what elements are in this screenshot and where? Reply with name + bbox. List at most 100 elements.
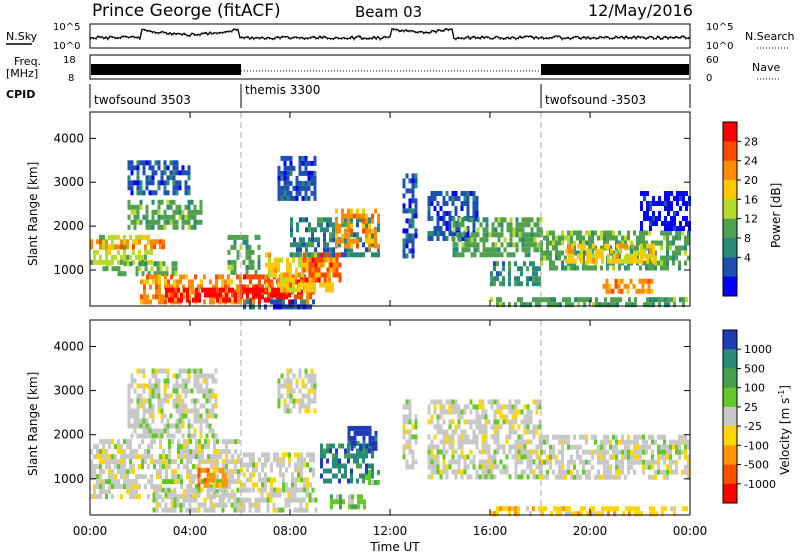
velocity-colorbar-swatch bbox=[723, 426, 737, 446]
velocity-region bbox=[365, 470, 380, 485]
power-region bbox=[602, 278, 654, 294]
freq-tick-top: 18 bbox=[63, 55, 76, 66]
power-region bbox=[490, 297, 688, 308]
velocity-region bbox=[330, 494, 366, 510]
nsearch-label: N.Search bbox=[745, 30, 795, 43]
power-data bbox=[90, 155, 691, 310]
velocity-region bbox=[540, 434, 690, 480]
power-colorbar-tick: 4 bbox=[744, 251, 751, 264]
velocity-region bbox=[152, 487, 318, 513]
freq-panel: Freq. [MHz] 18 8 60 0 Nave bbox=[6, 54, 780, 84]
velocity-colorbar-tick: 25 bbox=[744, 401, 758, 414]
power-colorbar-swatch bbox=[723, 141, 737, 162]
x-axis-ticks: 00:00 04:00 08:00 12:00 16:00 20:00 00:00 bbox=[73, 112, 708, 538]
velocity-colorbar-tick: 500 bbox=[744, 362, 765, 375]
power-region bbox=[565, 243, 655, 264]
x-tick-label: 04:00 bbox=[173, 524, 208, 538]
y-tick-label: 1000 bbox=[53, 263, 84, 277]
power-colorbar-label: Power [dB] bbox=[769, 183, 783, 248]
velocity-colorbar: 1000 500 100 25 -25 -100 -500 -1000 Velocity [m… bbox=[722, 329, 792, 504]
power-panel: 1000 2000 3000 4000 Slant Range [km] bbox=[26, 111, 691, 310]
x-axis-label: Time UT bbox=[369, 540, 420, 554]
velocity-colorbar-swatch bbox=[723, 330, 737, 350]
power-region bbox=[640, 191, 691, 231]
power-colorbar-tick: 28 bbox=[744, 135, 758, 148]
cpid-row: CPID twofsound 3503 themis 3300 twofsoun… bbox=[6, 83, 691, 108]
power-region bbox=[452, 217, 543, 258]
power-region bbox=[490, 261, 541, 287]
x-tick-label: 00:00 bbox=[73, 524, 108, 538]
y-tick-label: 2000 bbox=[53, 428, 84, 442]
nsky-panel: N.Sky 10^5 10^0 10^5 10^0 N.Search bbox=[6, 22, 795, 52]
velocity-colorbar-tick: 1000 bbox=[744, 343, 772, 356]
power-region bbox=[540, 230, 690, 271]
power-colorbar: 28 24 20 16 12 8 4 Power [dB] bbox=[722, 121, 783, 297]
power-region bbox=[243, 299, 315, 310]
power-colorbar-swatch bbox=[723, 257, 737, 278]
power-region bbox=[165, 287, 237, 303]
nsearch-tick-bottom: 10^0 bbox=[706, 41, 733, 52]
power-y-ticks: 1000 2000 3000 4000 bbox=[53, 131, 690, 277]
freq-band-left bbox=[91, 64, 241, 75]
power-region bbox=[402, 173, 418, 259]
x-tick-label: 16:00 bbox=[473, 524, 508, 538]
freq-label-2: [MHz] bbox=[6, 67, 38, 80]
nsky-trace bbox=[89, 27, 691, 40]
cpid-segment-3: twofsound -3503 bbox=[545, 93, 646, 107]
power-colorbar-tick: 8 bbox=[744, 232, 751, 245]
power-colorbar-tick: 16 bbox=[744, 193, 758, 206]
nsky-tick-bottom: 10^0 bbox=[53, 41, 80, 52]
velocity-colorbar-tick: -500 bbox=[744, 459, 769, 472]
velocity-region bbox=[197, 467, 228, 488]
power-y-axis-label: Slant Range [km] bbox=[26, 162, 40, 266]
power-colorbar-swatch bbox=[723, 180, 737, 200]
power-region bbox=[102, 261, 178, 277]
velocity-colorbar-swatch bbox=[723, 483, 737, 504]
velocity-colorbar-tick: 100 bbox=[744, 382, 765, 395]
velocity-colorbar-swatch bbox=[723, 387, 737, 408]
velocity-region bbox=[490, 506, 688, 517]
y-tick-label: 2000 bbox=[53, 219, 84, 233]
velocity-region bbox=[127, 368, 218, 439]
velocity-label-end: ] bbox=[778, 385, 792, 390]
y-tick-label: 4000 bbox=[53, 339, 84, 353]
beam-title: Beam 03 bbox=[355, 3, 422, 21]
nave-tick-top: 60 bbox=[706, 55, 719, 66]
velocity-colorbar-swatch bbox=[723, 445, 737, 465]
freq-tick-bottom: 8 bbox=[68, 73, 74, 84]
nave-label: Nave bbox=[752, 61, 780, 74]
power-colorbar-swatch bbox=[723, 276, 737, 297]
velocity-region bbox=[347, 425, 378, 451]
power-colorbar-tick: 24 bbox=[744, 155, 758, 168]
date-title: 12/May/2016 bbox=[588, 1, 693, 20]
velocity-colorbar-swatch bbox=[723, 406, 737, 427]
y-tick-label: 1000 bbox=[53, 472, 84, 486]
power-colorbar-swatch bbox=[723, 218, 737, 239]
freq-band-right bbox=[541, 64, 689, 75]
velocity-colorbar-swatch bbox=[723, 349, 737, 369]
nsearch-tick-top: 10^5 bbox=[706, 22, 733, 33]
x-tick-label: 12:00 bbox=[373, 524, 408, 538]
velocity-colorbar-swatch bbox=[723, 464, 737, 485]
x-tick-label: 00:00 bbox=[673, 524, 708, 538]
power-region bbox=[127, 199, 203, 230]
freq-label-1: Freq. bbox=[14, 55, 41, 68]
velocity-y-axis-label: Slant Range [km] bbox=[26, 372, 40, 476]
nsky-label: N.Sky bbox=[6, 30, 38, 43]
power-region bbox=[277, 155, 317, 201]
power-region bbox=[90, 239, 165, 250]
power-colorbar-swatch bbox=[723, 122, 737, 142]
power-colorbar-swatch bbox=[723, 199, 737, 220]
velocity-colorbar-tick: -100 bbox=[744, 439, 769, 452]
velocity-region bbox=[427, 399, 542, 480]
velocity-region bbox=[277, 368, 317, 414]
velocity-region bbox=[402, 399, 418, 470]
velocity-label-sup: -1 bbox=[777, 390, 786, 398]
velocity-region bbox=[240, 452, 315, 493]
power-region bbox=[335, 208, 380, 249]
velocity-y-ticks: 1000 2000 3000 4000 bbox=[53, 339, 690, 486]
velocity-panel: 1000 2000 3000 4000 Slant Range [km] bbox=[26, 319, 691, 517]
y-tick-label: 3000 bbox=[53, 384, 84, 398]
cpid-label: CPID bbox=[6, 88, 35, 101]
